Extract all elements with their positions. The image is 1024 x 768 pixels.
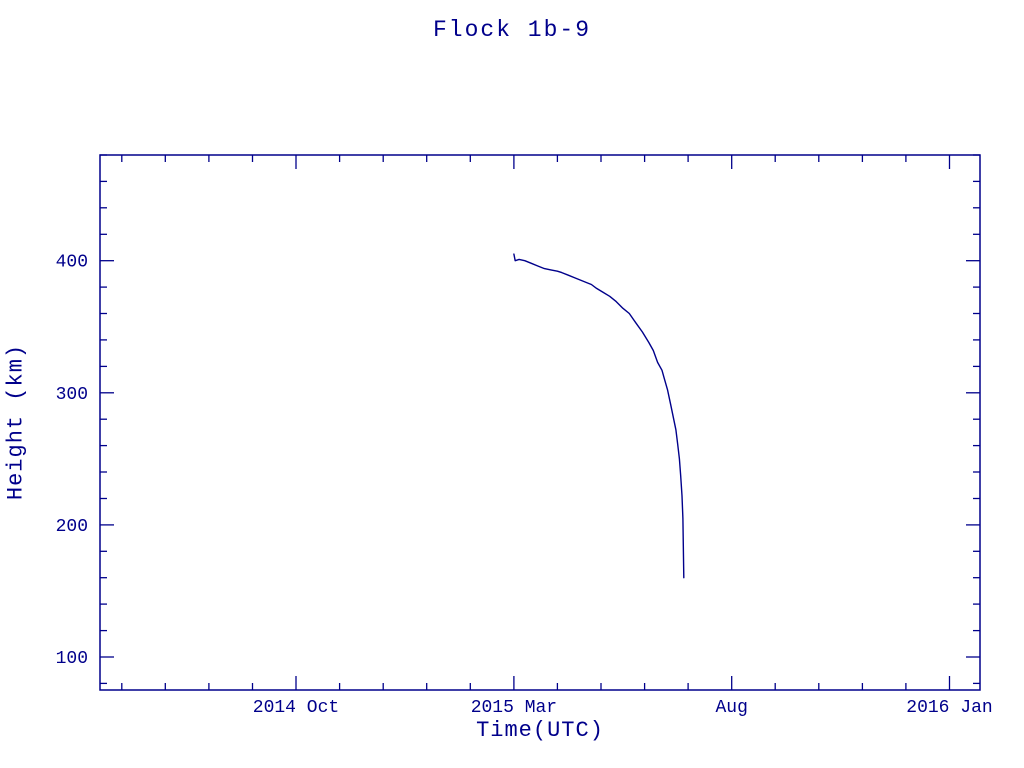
y-tick-label: 100 [56, 649, 88, 669]
x-tick-label: 2014 Oct [253, 698, 339, 718]
plot-frame [99, 154, 981, 691]
y-tick-label: 400 [56, 253, 88, 273]
x-tick-label: 2016 Jan [906, 698, 992, 718]
x-tick-label: 2015 Mar [471, 698, 557, 718]
y-axis-label: Height (km) [3, 343, 29, 501]
decay-curve [513, 253, 685, 579]
y-tick-label: 300 [56, 385, 88, 405]
y-tick-label: 200 [56, 517, 88, 537]
x-tick-label: Aug [715, 698, 747, 718]
x-axis-label: Time(UTC) [476, 718, 604, 743]
chart-title: Flock 1b-9 [432, 17, 592, 43]
